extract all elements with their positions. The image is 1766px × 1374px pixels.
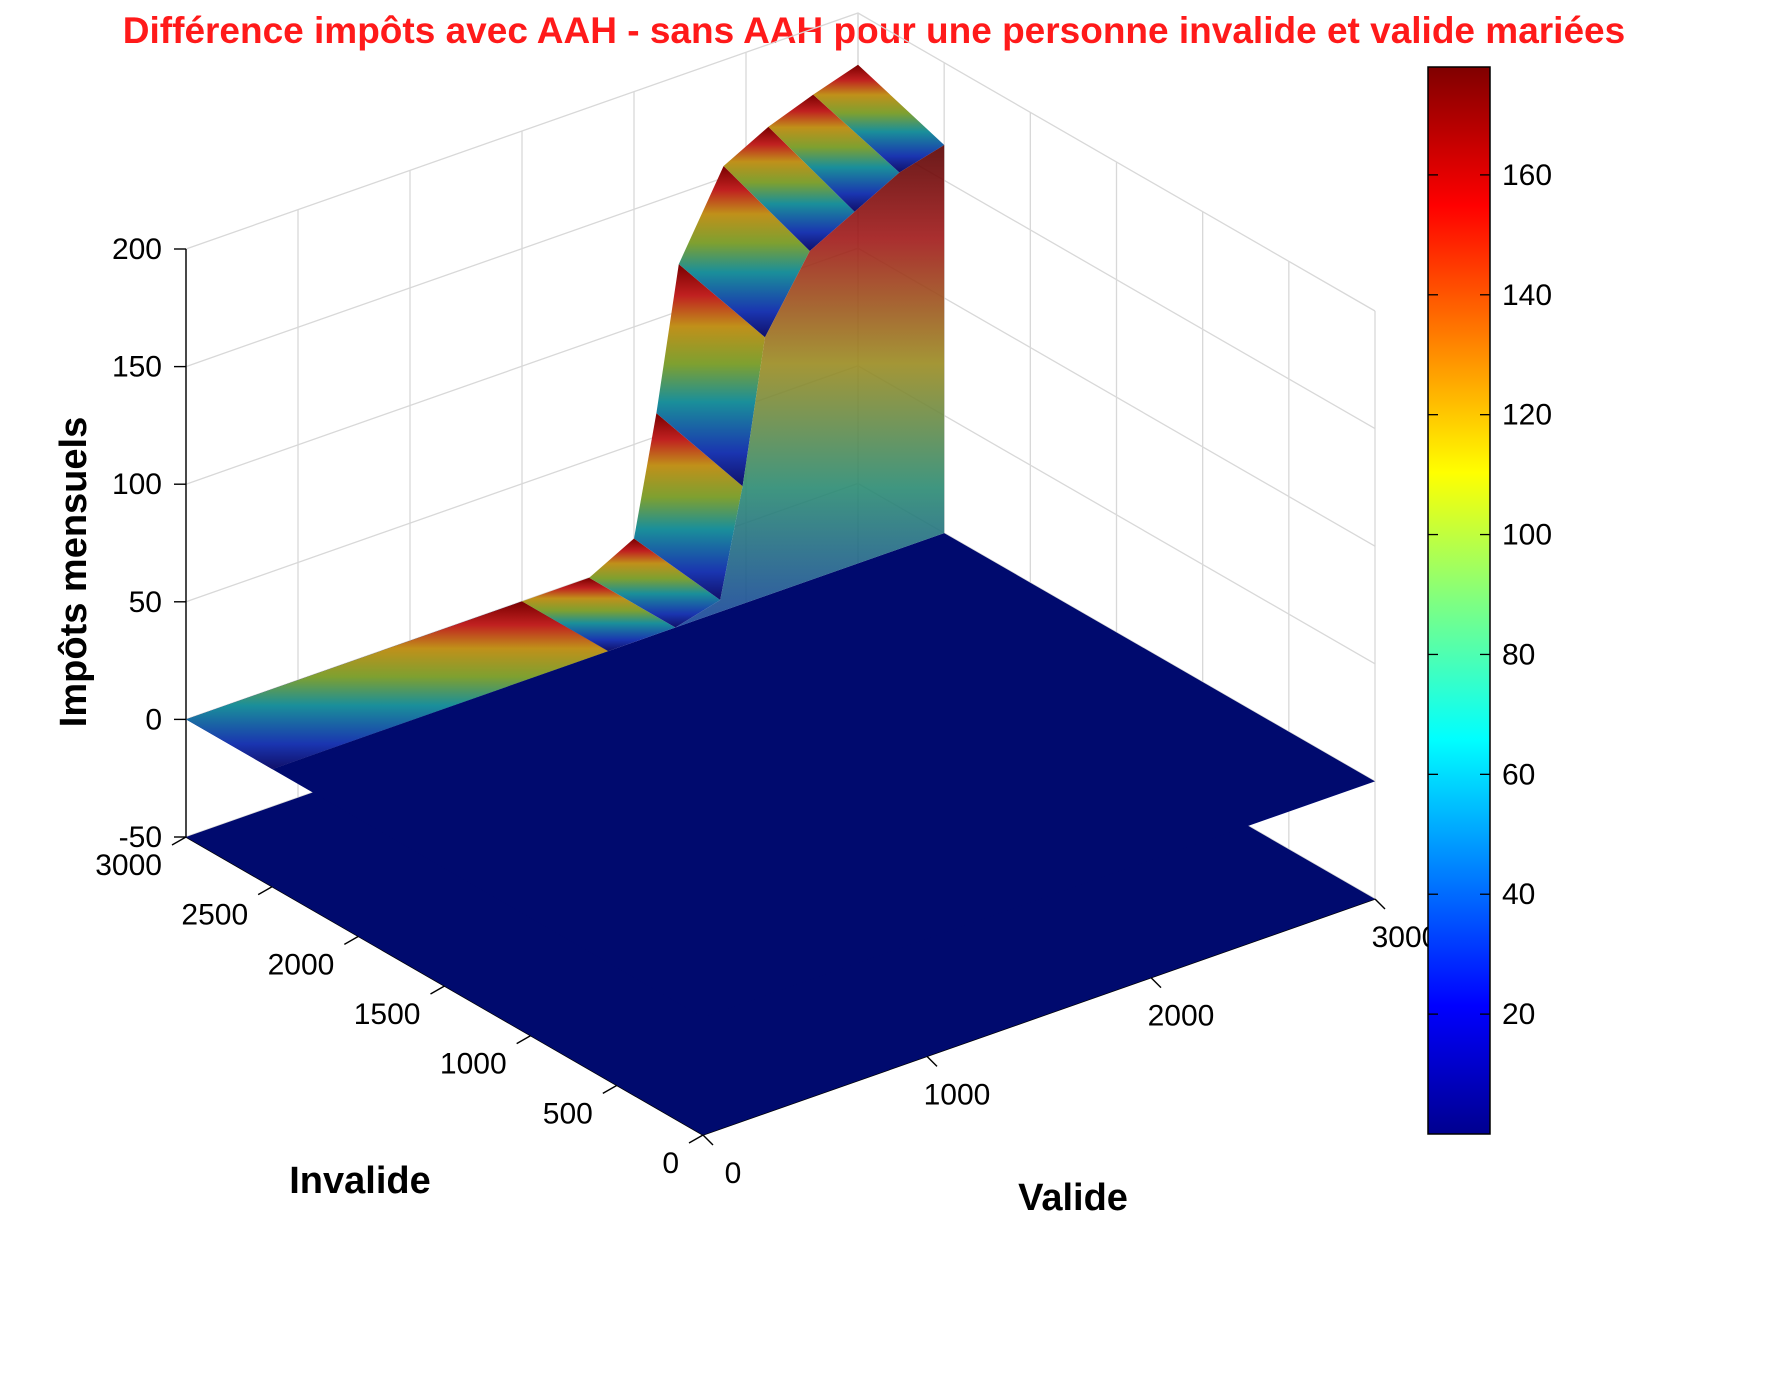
colorbar: 20 40 60 80 100 120 140 160	[1427, 66, 1552, 1135]
x-tick-label: 0	[725, 1157, 742, 1190]
z-tick-label: 100	[112, 468, 162, 501]
y-tick-label: 2000	[268, 948, 335, 981]
colorbar-tick-label: 60	[1502, 758, 1535, 791]
y-tick	[688, 1134, 704, 1144]
y-tick-label: 1000	[440, 1048, 507, 1081]
axis-ticks: 0100020003000050010001500200025003000-50…	[95, 233, 1438, 1190]
surface-patch	[589, 538, 721, 628]
colorbar-gradient	[1427, 66, 1491, 1135]
surface-patch	[522, 577, 676, 652]
z-tick-label: 0	[145, 703, 162, 736]
y-tick	[171, 836, 187, 846]
chart-title: Différence impôts avec AAH - sans AAH po…	[123, 10, 1625, 51]
colorbar-tick-label: 120	[1502, 399, 1552, 432]
colorbar-tick-label: 80	[1502, 638, 1535, 671]
surface-flat-front	[272, 533, 1376, 1018]
y-tick-label: 0	[662, 1147, 679, 1180]
x-tick	[1150, 977, 1162, 989]
surface-patch	[678, 166, 810, 338]
y-tick	[343, 935, 359, 945]
colorbar-tick-label: 160	[1502, 159, 1552, 192]
surface-patch	[813, 64, 945, 173]
colorbar-tick-label: 140	[1502, 279, 1552, 312]
y-tick-label: 3000	[95, 849, 162, 882]
z-tick-label: 150	[112, 351, 162, 384]
colorbar-tick-label: 40	[1502, 878, 1535, 911]
colorbar-tick-label: 20	[1502, 998, 1535, 1031]
y-tick-label: 2500	[181, 899, 248, 932]
y-tick	[257, 886, 273, 896]
z-axis-label: Impôts mensuels	[53, 417, 95, 727]
z-tick-label: 200	[112, 233, 162, 266]
z-tick-label: -50	[119, 821, 162, 854]
y-tick	[516, 1035, 532, 1045]
surface-patch	[768, 94, 900, 212]
z-tick-label: 50	[129, 586, 162, 619]
grid-line	[185, 12, 1376, 312]
y-tick-label: 1500	[354, 998, 421, 1031]
surface-patch	[186, 601, 609, 770]
surface-plot	[186, 64, 1376, 1135]
y-tick	[602, 1084, 618, 1094]
x-tick	[926, 1055, 938, 1067]
x-tick-label: 1000	[924, 1078, 991, 1111]
y-tick	[430, 985, 445, 995]
surface-patch	[723, 126, 855, 251]
y-tick-label: 500	[543, 1097, 593, 1130]
x-tick	[702, 1134, 714, 1146]
x-axis-label: Valide	[1018, 1177, 1128, 1219]
surface-patch	[634, 413, 743, 600]
x-tick-label: 2000	[1148, 1000, 1215, 1033]
surface-patch	[656, 264, 765, 487]
colorbar-tick-label: 100	[1502, 519, 1552, 552]
y-axis-label: Invalide	[289, 1160, 431, 1202]
colorbar-ticks: 20 40 60 80 100 120 140 160	[1428, 159, 1552, 1031]
x-tick	[1374, 898, 1386, 910]
surface-front-face	[272, 145, 945, 770]
